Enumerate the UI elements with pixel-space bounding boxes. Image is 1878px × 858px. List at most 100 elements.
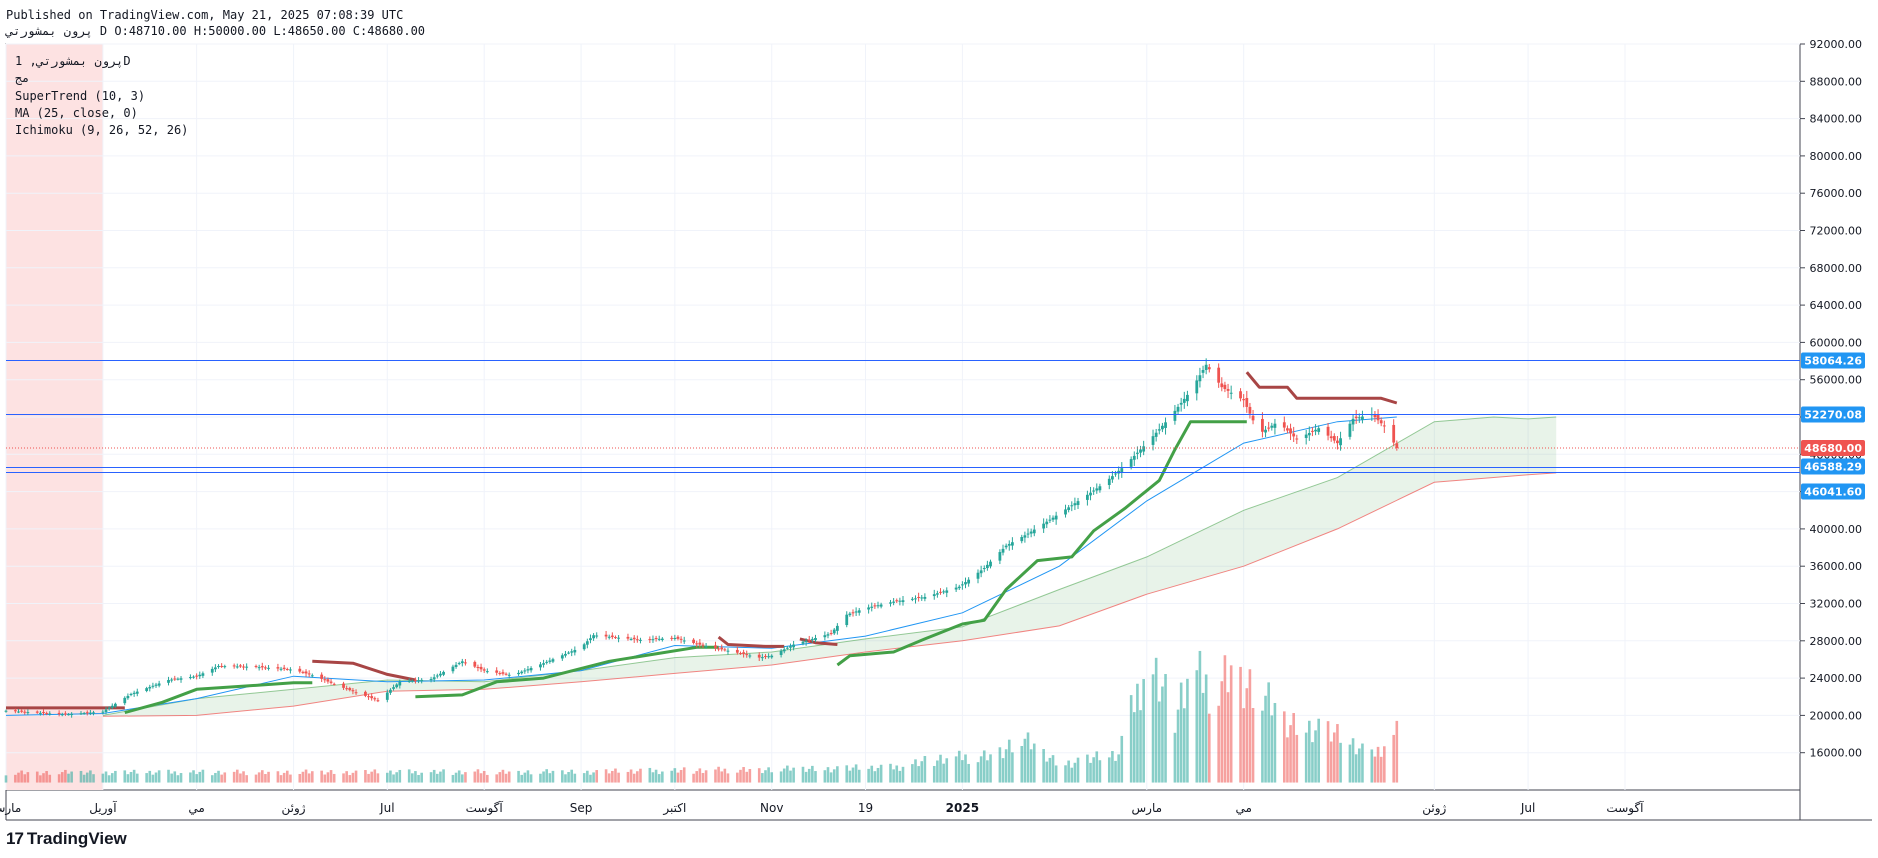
tradingview-logo[interactable]: 17 TradingView bbox=[6, 828, 127, 850]
candle-body bbox=[376, 700, 380, 702]
candle-body bbox=[70, 714, 74, 716]
candle-body bbox=[301, 671, 305, 673]
candle-body bbox=[1111, 476, 1114, 480]
volume-bar bbox=[854, 764, 858, 783]
volume-bar bbox=[373, 769, 377, 783]
candle-body bbox=[595, 635, 599, 637]
candle-body bbox=[23, 711, 27, 713]
candle-body bbox=[473, 661, 477, 667]
volume-bar bbox=[70, 771, 73, 783]
candle-body bbox=[239, 665, 242, 667]
volume-bar bbox=[354, 770, 358, 783]
volume-bar bbox=[826, 767, 830, 783]
candle-body bbox=[1154, 432, 1158, 437]
candle-body bbox=[1317, 428, 1321, 432]
candle-body bbox=[35, 711, 39, 713]
candle-body bbox=[1379, 420, 1383, 424]
volume-bar bbox=[214, 772, 217, 783]
candle-body bbox=[104, 709, 108, 712]
x-tick-label: مارس bbox=[1132, 801, 1163, 816]
volume-bar bbox=[739, 769, 742, 783]
volume-bar bbox=[1370, 749, 1374, 783]
volume-bar bbox=[1251, 708, 1255, 783]
volume-bar bbox=[770, 772, 774, 783]
candle-body bbox=[1220, 383, 1224, 388]
volume-bar bbox=[507, 771, 511, 783]
candle-body bbox=[604, 634, 608, 637]
volume-bar bbox=[1207, 713, 1211, 783]
y-tick-label: 20000.00 bbox=[1810, 709, 1863, 722]
candle-body bbox=[1357, 417, 1361, 419]
volume-bar bbox=[389, 770, 392, 783]
candle-body bbox=[479, 666, 483, 670]
y-tick-label: 84000.00 bbox=[1810, 113, 1863, 126]
volume-bar bbox=[348, 775, 352, 783]
candle-body bbox=[235, 666, 239, 668]
volume-bar bbox=[1395, 720, 1399, 783]
candle-body bbox=[676, 636, 680, 639]
x-tick-label: Jul bbox=[379, 801, 394, 815]
candle-body bbox=[195, 675, 199, 677]
volume-bar bbox=[1223, 655, 1227, 783]
hline-badge bbox=[1801, 458, 1865, 475]
candle-body bbox=[1092, 490, 1096, 492]
volume-bar bbox=[604, 769, 608, 783]
candle-body bbox=[410, 680, 414, 682]
volume-bar bbox=[1198, 650, 1202, 783]
volume-bar bbox=[464, 772, 467, 783]
candle-body bbox=[1089, 492, 1092, 496]
volume-bar bbox=[39, 775, 42, 783]
candle-body bbox=[167, 679, 170, 683]
last-price-badge bbox=[1801, 439, 1865, 456]
volume-bar bbox=[1261, 710, 1264, 783]
volume-bar bbox=[1186, 678, 1189, 783]
legend-ichimoku[interactable]: Ichimoku (9, 26, 52, 26) bbox=[15, 123, 189, 137]
volume-bar bbox=[523, 772, 527, 783]
candle-body bbox=[673, 638, 677, 640]
legend-ma[interactable]: MA (25, close, 0) bbox=[15, 106, 138, 120]
legend-supertrend[interactable]: SuperTrend (10, 3) bbox=[15, 89, 146, 103]
volume-bar bbox=[411, 773, 414, 783]
volume-bar bbox=[17, 772, 20, 783]
candle-body bbox=[82, 713, 86, 715]
candle-body bbox=[342, 683, 345, 688]
volume-bar bbox=[1373, 756, 1377, 783]
candle-body bbox=[1336, 440, 1339, 444]
volume-bar bbox=[342, 773, 345, 783]
volume-bar bbox=[123, 770, 127, 783]
volume-bar bbox=[473, 771, 477, 783]
candle-body bbox=[192, 676, 195, 678]
volume-bar bbox=[154, 772, 158, 783]
volume-bar bbox=[1182, 708, 1186, 783]
volume-bar bbox=[429, 772, 433, 783]
volume-bar bbox=[1179, 682, 1183, 783]
candle-body bbox=[585, 641, 589, 645]
candle-body bbox=[1326, 426, 1330, 436]
candle-body bbox=[548, 660, 552, 662]
candle-body bbox=[935, 593, 939, 595]
candle-body bbox=[867, 607, 871, 610]
volume-bar bbox=[1107, 757, 1111, 783]
volume-bar bbox=[42, 773, 45, 783]
tv-logo-text: TradingView bbox=[26, 829, 127, 848]
volume-bar bbox=[592, 772, 595, 783]
candle-body bbox=[723, 649, 727, 651]
volume-bar bbox=[1051, 755, 1055, 783]
volume-bar bbox=[942, 763, 945, 783]
volume-bar bbox=[267, 771, 270, 783]
candle-body bbox=[389, 689, 392, 693]
volume-bar bbox=[1204, 674, 1208, 783]
volume-bar bbox=[789, 770, 792, 783]
candle-body bbox=[329, 681, 333, 683]
candle-body bbox=[770, 655, 774, 658]
candle-body bbox=[1073, 503, 1077, 506]
volume-bar bbox=[876, 767, 880, 783]
legend-title[interactable]: پرون بمشورتي, 1D bbox=[15, 54, 131, 68]
volume-bar bbox=[589, 774, 592, 783]
volume-bar bbox=[742, 767, 745, 783]
volume-bar bbox=[529, 774, 533, 783]
candle-body bbox=[726, 650, 730, 652]
candle-body bbox=[442, 671, 445, 675]
volume-bar bbox=[26, 772, 30, 783]
